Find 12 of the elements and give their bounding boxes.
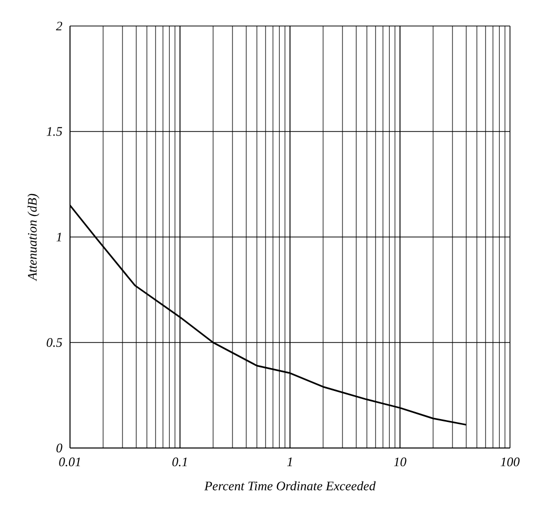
y-tick-label: 0 <box>56 444 62 452</box>
x-axis-title: Percent Time Ordinate Exceeded <box>204 481 376 490</box>
x-tick-label: 0.01 <box>59 458 80 466</box>
x-tick-label: 100 <box>500 458 520 466</box>
y-tick-label: 1 <box>56 232 62 242</box>
y-tick-label: 2 <box>56 22 62 30</box>
y-tick-label: 0.5 <box>46 338 62 347</box>
y-tick-label: 1.5 <box>46 127 62 136</box>
y-axis-title: Attenuation (dB) <box>28 194 40 282</box>
x-tick-label: 10 <box>394 458 406 466</box>
x-tick-label: 1 <box>287 458 292 466</box>
x-tick-label: 0.1 <box>172 458 187 466</box>
